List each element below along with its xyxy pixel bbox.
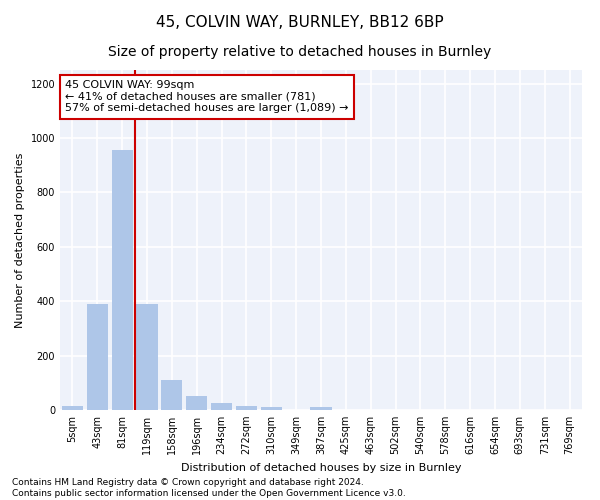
Bar	[87, 304, 108, 410]
Bar	[261, 406, 282, 410]
Bar	[136, 304, 158, 410]
Bar	[310, 408, 332, 410]
Text: 45 COLVIN WAY: 99sqm
← 41% of detached houses are smaller (781)
57% of semi-deta: 45 COLVIN WAY: 99sqm ← 41% of detached h…	[65, 80, 349, 114]
Bar	[211, 402, 232, 410]
Bar	[186, 396, 207, 410]
X-axis label: Distribution of detached houses by size in Burnley: Distribution of detached houses by size …	[181, 462, 461, 472]
Text: 45, COLVIN WAY, BURNLEY, BB12 6BP: 45, COLVIN WAY, BURNLEY, BB12 6BP	[156, 15, 444, 30]
Bar	[236, 406, 257, 410]
Bar	[62, 406, 83, 410]
Bar	[161, 380, 182, 410]
Bar	[112, 150, 133, 410]
Y-axis label: Number of detached properties: Number of detached properties	[15, 152, 25, 328]
Text: Contains HM Land Registry data © Crown copyright and database right 2024.
Contai: Contains HM Land Registry data © Crown c…	[12, 478, 406, 498]
Text: Size of property relative to detached houses in Burnley: Size of property relative to detached ho…	[109, 45, 491, 59]
